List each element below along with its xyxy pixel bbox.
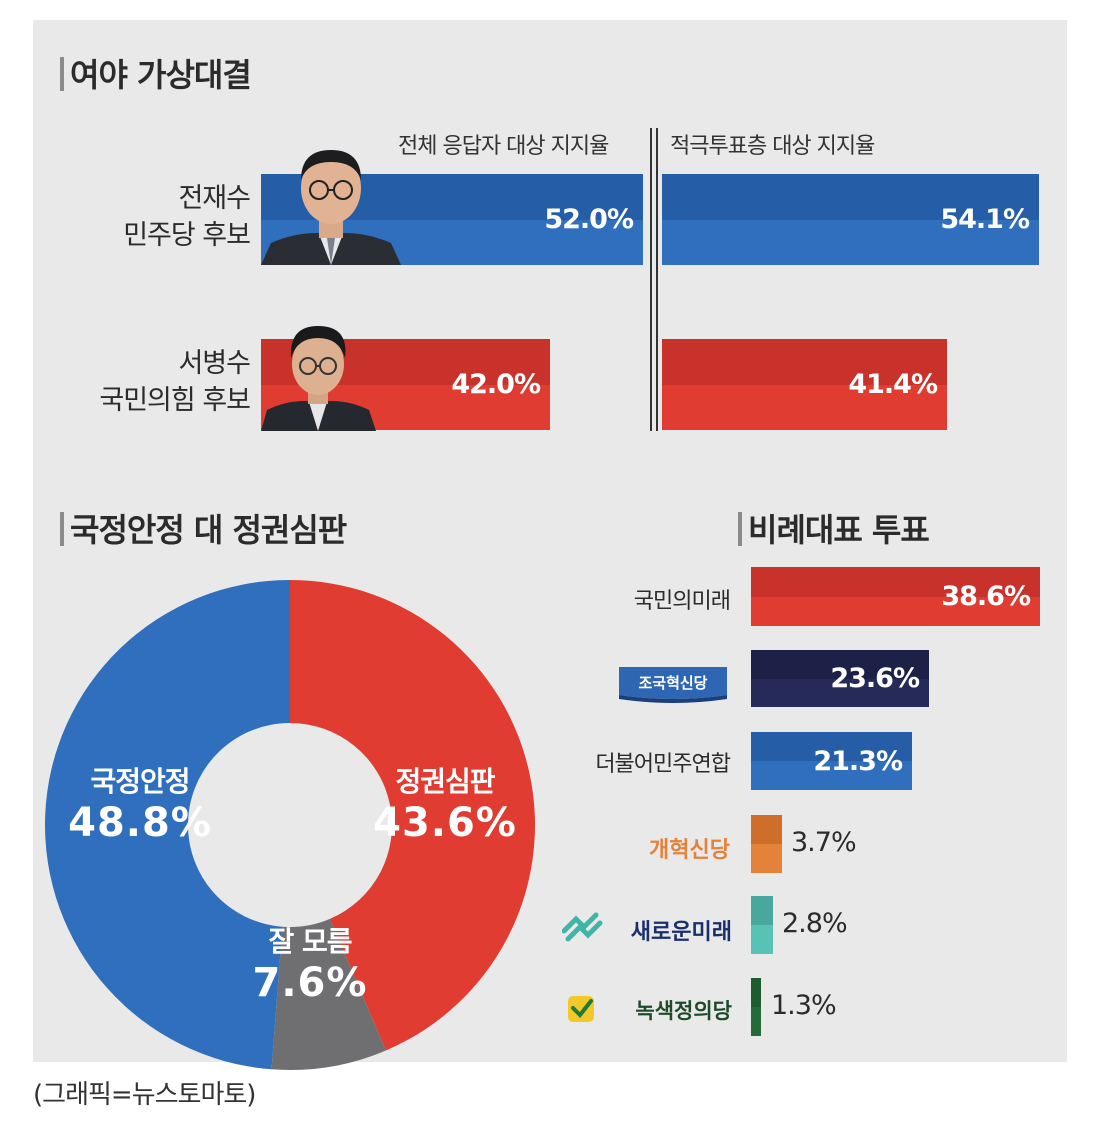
bar-value-c2-active: 41.4% <box>848 369 938 400</box>
title-accent <box>60 57 64 91</box>
candidate-photo-icon <box>261 318 376 431</box>
proportional-title: 비례대표 투표 <box>738 505 930 551</box>
party-bar-6 <box>751 978 761 1036</box>
candidate-1-party: 민주당 후보 <box>123 220 251 251</box>
stability-title: 국정안정 대 정권심판 <box>60 505 347 551</box>
bar-value-c2-all: 42.0% <box>451 369 541 400</box>
donut-slice-0 <box>290 580 535 1051</box>
party-bar-5 <box>751 896 773 954</box>
donut-label-stability: 국정안정 48.8% <box>60 760 220 846</box>
candidate-2-name: 서병수 <box>178 348 251 379</box>
donut-slice-2 <box>45 580 290 1070</box>
bar-value-c1-all: 52.0% <box>544 204 634 235</box>
column-divider <box>650 128 652 431</box>
party-logo-icon: 개혁신당 <box>618 823 733 869</box>
bar-c1-active: 54.1% <box>662 174 1039 265</box>
candidate-name-2: 서병수 국민의힘 후보 <box>50 345 251 419</box>
party-bar-4 <box>751 815 782 873</box>
party-value-4: 3.7% <box>791 827 857 858</box>
candidate-1-name: 전재수 <box>178 183 251 214</box>
donut-label-stability-name: 국정안정 <box>90 765 190 798</box>
column-divider <box>656 128 658 431</box>
party-bar-2: 23.6% <box>751 650 929 707</box>
party-logo-icon: 조국혁신당 <box>617 655 729 705</box>
donut-slice-1 <box>271 918 386 1070</box>
donut-label-unknown-value: 7.6% <box>252 960 368 1006</box>
bar-c2-active: 41.4% <box>662 339 947 430</box>
graphic-credit: (그래픽=뉴스토마토) <box>33 1080 256 1110</box>
candidate-photo-icon <box>261 138 401 265</box>
donut-label-unknown: 잘 모름 7.6% <box>240 920 380 1006</box>
candidate-name-1: 전재수 민주당 후보 <box>50 180 251 254</box>
party-value-1: 38.6% <box>941 581 1031 612</box>
bar-value-c1-active: 54.1% <box>940 204 1030 235</box>
party-label-1: 국민의미래 <box>633 589 731 614</box>
party-value-3: 21.3% <box>813 745 903 777</box>
party-value-5: 2.8% <box>782 908 848 939</box>
col-head-all: 전체 응답자 대상 지지율 <box>398 134 609 159</box>
party-logo-text: 녹색정의당 <box>635 999 732 1023</box>
matchup-title: 여야 가상대결 <box>60 50 252 96</box>
title-accent <box>738 512 742 546</box>
donut-chart <box>45 580 535 1070</box>
party-label-3: 더불어민주연합 <box>595 752 731 777</box>
title-accent <box>60 512 64 546</box>
party-bar-3: 21.3% <box>751 732 912 790</box>
donut-label-judgment: 정권심판 43.6% <box>365 760 525 846</box>
candidate-2-party: 국민의힘 후보 <box>99 385 251 416</box>
donut-label-stability-value: 48.8% <box>68 800 212 846</box>
party-value-2: 23.6% <box>830 663 920 694</box>
party-value-6: 1.3% <box>771 990 837 1021</box>
party-logo-text: 새로운미래 <box>631 920 732 945</box>
donut-label-unknown-name: 잘 모름 <box>268 925 352 958</box>
party-bar-1: 38.6% <box>751 567 1040 626</box>
donut-label-judgment-value: 43.6% <box>373 800 517 846</box>
party-logo-text: 개혁신당 <box>649 837 730 863</box>
party-logo-icon: 녹색정의당 <box>564 986 734 1032</box>
party-logo-icon: 새로운미래 <box>561 905 734 951</box>
col-head-active: 적극투표층 대상 지지율 <box>670 134 875 159</box>
donut-label-judgment-name: 정권심판 <box>395 765 495 798</box>
party-logo-text: 조국혁신당 <box>638 674 707 692</box>
